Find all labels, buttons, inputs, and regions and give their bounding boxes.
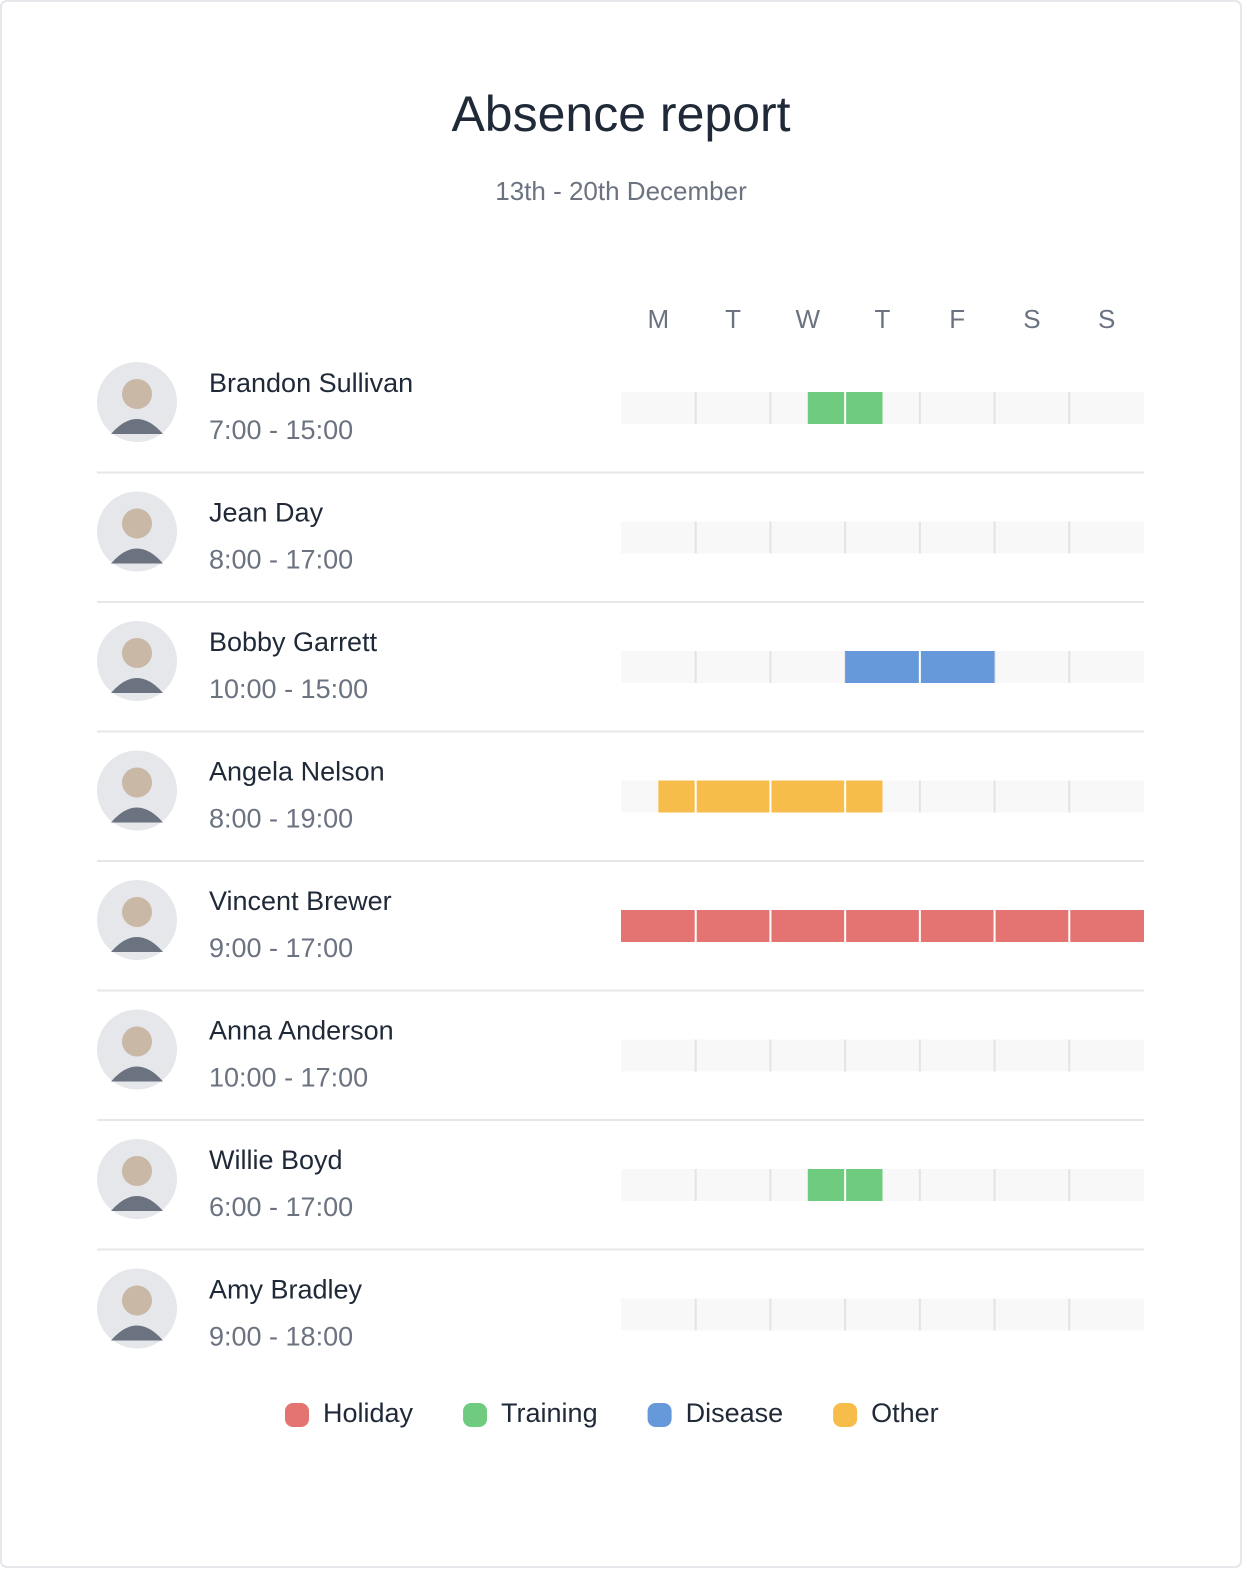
avatar-head <box>122 1156 152 1186</box>
person-hours: 7:00 - 15:00 <box>209 415 353 445</box>
person-name: Anna Anderson <box>209 1016 394 1046</box>
day-label: T <box>875 304 891 334</box>
avatar-head <box>122 1026 152 1057</box>
person-row: Amy Bradley 9:00 - 18:00 <box>97 1268 1144 1352</box>
avatar-body <box>111 1325 163 1341</box>
avatar-body <box>111 678 163 693</box>
person-hours: 8:00 - 19:00 <box>209 804 353 834</box>
person-row: Angela Nelson 8:00 - 19:00 <box>97 750 1144 862</box>
week-track <box>621 1039 1144 1072</box>
legend-label: Holiday <box>323 1398 414 1428</box>
day-label: F <box>949 304 965 334</box>
day-label: S <box>1098 304 1115 334</box>
person-name: Angela Nelson <box>209 757 385 787</box>
legend-label: Training <box>501 1398 598 1428</box>
legend-label: Other <box>871 1398 939 1428</box>
person-hours: 8:00 - 17:00 <box>209 545 353 575</box>
day-label: M <box>648 304 670 334</box>
avatar-head <box>122 638 152 668</box>
person-hours: 10:00 - 17:00 <box>209 1063 368 1093</box>
avatar-body <box>111 807 163 823</box>
person-name: Jean Day <box>209 498 324 528</box>
person-row: Brandon Sullivan 7:00 - 15:00 <box>97 362 1144 474</box>
legend-label: Disease <box>686 1398 784 1428</box>
day-label: S <box>1023 304 1040 334</box>
legend-swatch <box>647 1403 672 1427</box>
person-row: Willie Boyd 6:00 - 17:00 <box>97 1139 1144 1251</box>
person-name: Amy Bradley <box>209 1275 363 1305</box>
person-name: Brandon Sullivan <box>209 368 413 398</box>
person-name: Willie Boyd <box>209 1145 343 1175</box>
person-row: Bobby Garrett 10:00 - 15:00 <box>97 621 1144 733</box>
avatar-head <box>122 1285 152 1316</box>
person-hours: 6:00 - 17:00 <box>209 1192 353 1222</box>
person-hours: 9:00 - 17:00 <box>209 933 353 963</box>
avatar-body <box>111 1196 163 1211</box>
legend-swatch <box>285 1403 309 1427</box>
avatar-body <box>111 419 163 434</box>
subtitle: 13th - 20th December <box>495 176 747 206</box>
title: Absence report <box>451 86 790 142</box>
week-track <box>621 1298 1144 1331</box>
person-hours: 10:00 - 15:00 <box>209 674 368 704</box>
person-name: Bobby Garrett <box>209 627 378 657</box>
week-track <box>621 521 1144 554</box>
absence-bar <box>621 910 1144 942</box>
legend-swatch <box>463 1403 488 1427</box>
avatar-head <box>122 767 152 798</box>
legend-swatch <box>833 1403 858 1427</box>
avatar-head <box>122 379 152 409</box>
person-row: Jean Day 8:00 - 17:00 <box>97 491 1144 603</box>
person-row: Anna Anderson 10:00 - 17:00 <box>97 1009 1144 1121</box>
avatar-body <box>111 937 163 952</box>
day-label: W <box>796 304 821 334</box>
avatar-head <box>122 897 152 927</box>
avatar-body <box>111 1066 163 1082</box>
person-row: Vincent Brewer 9:00 - 17:00 <box>97 880 1144 992</box>
avatar-body <box>111 548 163 564</box>
day-label: T <box>725 304 741 334</box>
person-name: Vincent Brewer <box>209 886 392 916</box>
person-hours: 9:00 - 18:00 <box>209 1322 353 1352</box>
avatar-head <box>122 508 152 539</box>
